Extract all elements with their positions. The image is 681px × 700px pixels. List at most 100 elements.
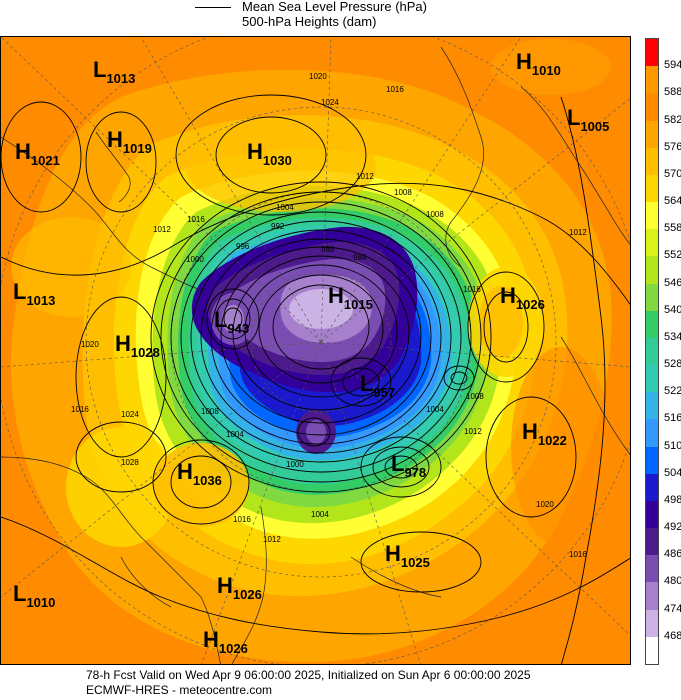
colorbar-tick-label: 534 bbox=[664, 330, 681, 343]
high-1030: H1030 bbox=[247, 139, 292, 169]
contour-label: 1016 bbox=[463, 285, 481, 294]
colorbar-tick-label: 546 bbox=[664, 276, 681, 289]
contour-label: 1012 bbox=[464, 427, 482, 436]
colorbar-segment bbox=[646, 555, 658, 583]
contour-label: 1008 bbox=[394, 188, 412, 197]
high-1026-right: H1026 bbox=[500, 283, 545, 313]
contour-label: 1020 bbox=[309, 72, 327, 81]
contour-label: 1024 bbox=[121, 410, 139, 419]
height-colorbar bbox=[645, 38, 659, 665]
weather-map: 1020 1024 1016 1012 1008 1004 1000 996 9… bbox=[0, 36, 631, 665]
contour-label: 1020 bbox=[536, 500, 554, 509]
high-1019: H1019 bbox=[107, 127, 152, 157]
colorbar-segment bbox=[646, 39, 658, 67]
contour-label: 992 bbox=[271, 222, 285, 231]
colorbar-tick-label: 558 bbox=[664, 222, 681, 235]
heights-legend-label: 500-hPa Heights (dam) bbox=[242, 14, 377, 29]
high-1030-area bbox=[186, 122, 376, 212]
colorbar-segment bbox=[646, 582, 658, 611]
low-978: L978 bbox=[391, 451, 427, 481]
colorbar-tick-label: 504 bbox=[664, 466, 681, 479]
contour-label: 1004 bbox=[311, 510, 329, 519]
colorbar-tick-label: 588 bbox=[664, 86, 681, 99]
contour-label: 1004 bbox=[276, 203, 294, 212]
colorbar-tick-label: 486 bbox=[664, 548, 681, 561]
low-1005-right: L1005 bbox=[567, 105, 610, 135]
mslp-legend-label: Mean Sea Level Pressure (hPa) bbox=[242, 0, 427, 14]
contour-label: 1016 bbox=[569, 550, 587, 559]
colorbar-segment bbox=[646, 528, 658, 556]
contour-label: 1000 bbox=[186, 255, 204, 264]
contour-label: 1012 bbox=[569, 228, 587, 237]
colorbar-tick-label: 492 bbox=[664, 521, 681, 534]
contour-label: 1028 bbox=[121, 458, 139, 467]
high-1022: H1022 bbox=[522, 419, 567, 449]
colorbar-tick-label: 552 bbox=[664, 249, 681, 262]
height-fill-trough-core bbox=[306, 420, 326, 444]
colorbar-segment bbox=[646, 202, 658, 230]
high-1036-area bbox=[153, 443, 249, 527]
contour-label: 1016 bbox=[71, 405, 89, 414]
high-1036: H1036 bbox=[177, 459, 222, 489]
contour-label: 1012 bbox=[153, 225, 171, 234]
high-1026-bottom-b: H1026 bbox=[203, 627, 248, 657]
colorbar-segment bbox=[646, 392, 658, 420]
colorbar-tick-label: 540 bbox=[664, 303, 681, 316]
high-1015-center: H1015 bbox=[328, 283, 373, 313]
height-fill-low-943-core bbox=[222, 305, 244, 333]
colorbar-segment bbox=[646, 147, 658, 176]
height-fill-468 bbox=[289, 289, 353, 329]
contour-label: 1016 bbox=[187, 215, 205, 224]
colorbar-tick-label: 510 bbox=[664, 439, 681, 452]
colorbar-segment bbox=[646, 609, 658, 638]
colorbar-segment bbox=[646, 93, 658, 122]
ridge-left bbox=[66, 427, 176, 547]
high-1025: H1025 bbox=[385, 541, 430, 571]
colorbar-segment bbox=[646, 636, 658, 665]
contour-label: 984 bbox=[353, 253, 367, 262]
contour-label: 1020 bbox=[81, 340, 99, 349]
colorbar-tick-label: 570 bbox=[664, 167, 681, 180]
colorbar-tick-label: 576 bbox=[664, 140, 681, 153]
colorbar-segment bbox=[646, 120, 658, 149]
colorbar-segment bbox=[646, 174, 658, 203]
contour-labels: 1020 1024 1016 1012 1008 1004 1000 996 9… bbox=[71, 72, 587, 559]
contour-label: 1012 bbox=[263, 535, 281, 544]
low-1010-bottom-left: L1010 bbox=[13, 581, 56, 611]
low-957: L957 bbox=[360, 371, 396, 401]
top-right-warm bbox=[491, 39, 611, 95]
high-1026-bottom-a: H1026 bbox=[217, 573, 262, 603]
colorbar-segment bbox=[646, 310, 658, 339]
contour-label: 1016 bbox=[233, 515, 251, 524]
colorbar-tick-label: 594 bbox=[664, 59, 681, 72]
colorbar-tick-label: 522 bbox=[664, 385, 681, 398]
mslp-line-sample bbox=[195, 7, 231, 8]
colorbar-tick-label: 564 bbox=[664, 195, 681, 208]
forecast-valid-line: 78-h Fcst Valid on Wed Apr 9 06:00:00 20… bbox=[86, 668, 531, 682]
contour-label: 1008 bbox=[201, 407, 219, 416]
low-1013-top-left: L1013 bbox=[93, 57, 136, 87]
contour-label: 1008 bbox=[426, 210, 444, 219]
colorbar-segment bbox=[646, 500, 658, 529]
low-943: L943 bbox=[214, 307, 250, 337]
contour-label: 1024 bbox=[321, 98, 339, 107]
contour-label: 1016 bbox=[386, 85, 404, 94]
left-yellow bbox=[11, 217, 131, 317]
colorbar-segment bbox=[646, 365, 658, 393]
contour-label: 1004 bbox=[426, 405, 444, 414]
colorbar-tick-label: 516 bbox=[664, 412, 681, 425]
isobars bbox=[1, 94, 630, 664]
colorbar-tick-label: 468 bbox=[664, 629, 681, 642]
map-svg: 1020 1024 1016 1012 1008 1004 1000 996 9… bbox=[1, 37, 630, 664]
colorbar-segment bbox=[646, 229, 658, 257]
colorbar-tick-label: 528 bbox=[664, 358, 681, 371]
contour-label: 1004 bbox=[226, 430, 244, 439]
colorbar-segment bbox=[646, 337, 658, 366]
colorbar-segment bbox=[646, 256, 658, 285]
contour-label: 1000 bbox=[286, 460, 304, 469]
high-1010-top-right: H1010 bbox=[516, 49, 561, 79]
contour-label: 1008 bbox=[466, 392, 484, 401]
colorbar-tick-label: 498 bbox=[664, 493, 681, 506]
contour-label: 1012 bbox=[356, 172, 374, 181]
high-1021: H1021 bbox=[15, 139, 60, 169]
